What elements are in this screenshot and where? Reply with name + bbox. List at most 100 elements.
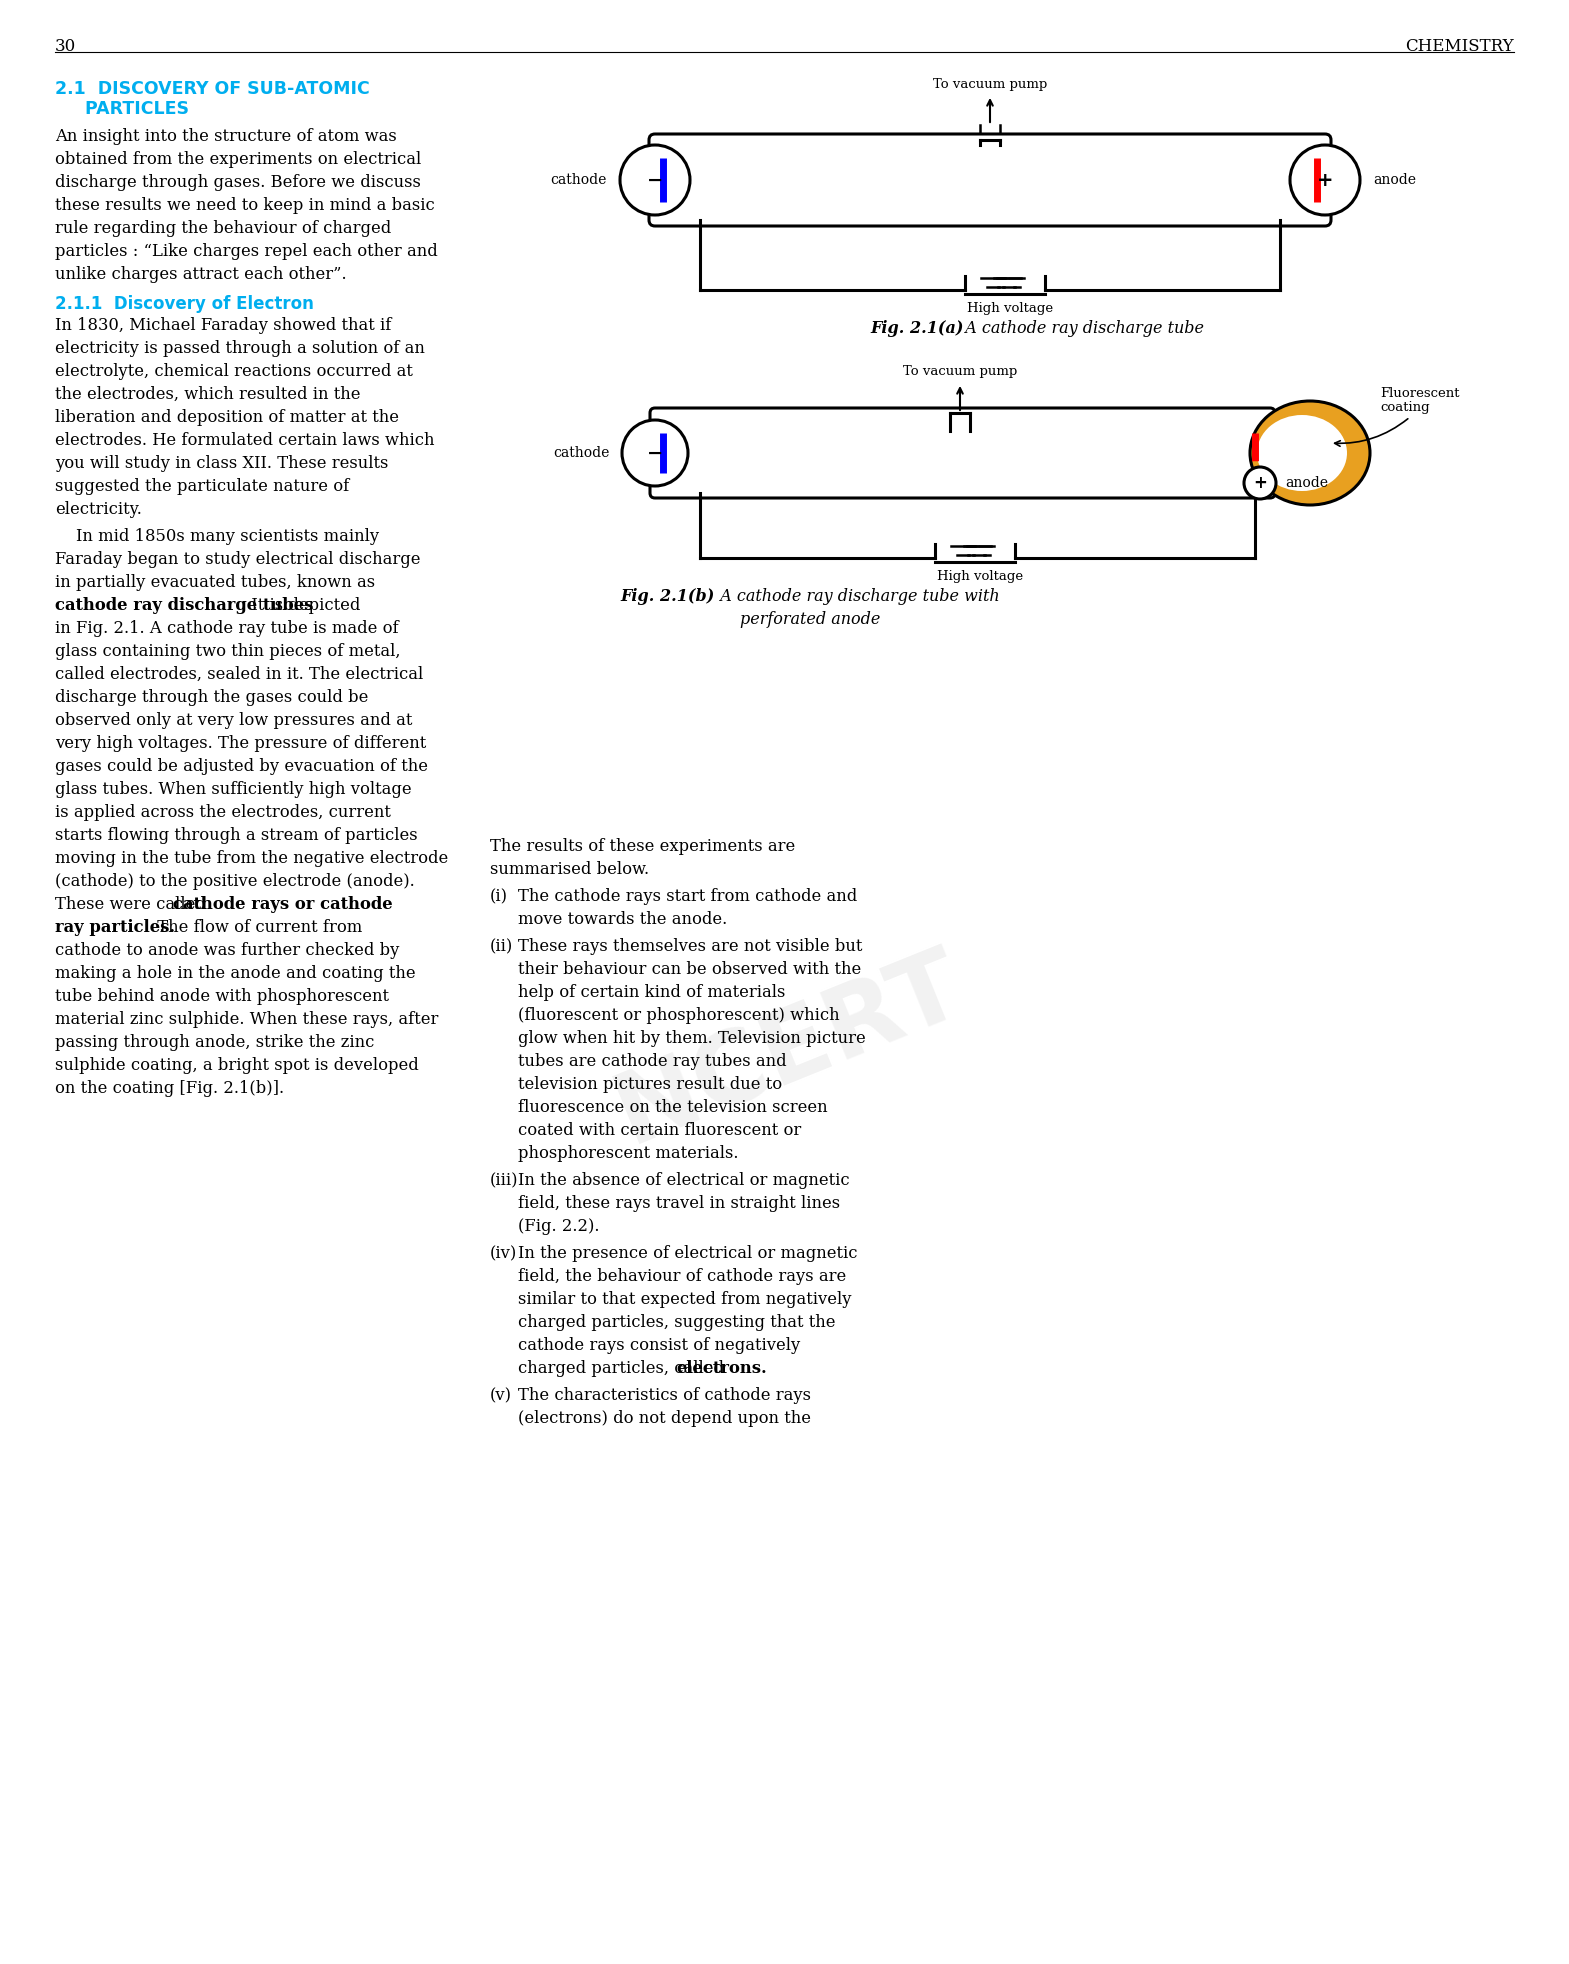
Text: tubes are cathode ray tubes and: tubes are cathode ray tubes and <box>518 1053 786 1070</box>
Text: (Fig. 2.2).: (Fig. 2.2). <box>518 1218 599 1235</box>
Text: An insight into the structure of atom was: An insight into the structure of atom wa… <box>55 128 397 145</box>
Text: field, the behaviour of cathode rays are: field, the behaviour of cathode rays are <box>518 1269 846 1284</box>
Text: move towards the anode.: move towards the anode. <box>518 911 728 929</box>
Text: . It is depicted: . It is depicted <box>242 597 361 615</box>
Text: In the absence of electrical or magnetic: In the absence of electrical or magnetic <box>518 1173 850 1188</box>
Text: glow when hit by them. Television picture: glow when hit by them. Television pictur… <box>518 1029 866 1047</box>
Text: A cathode ray discharge tube with: A cathode ray discharge tube with <box>711 587 999 605</box>
Text: (i): (i) <box>490 888 508 905</box>
Text: sulphide coating, a bright spot is developed: sulphide coating, a bright spot is devel… <box>55 1057 419 1074</box>
Text: +: + <box>1254 473 1266 493</box>
Circle shape <box>1290 145 1360 214</box>
Text: anode: anode <box>1373 173 1415 187</box>
Text: cathode: cathode <box>551 173 607 187</box>
Text: in Fig. 2.1. A cathode ray tube is made of: in Fig. 2.1. A cathode ray tube is made … <box>55 621 399 636</box>
Text: (iv): (iv) <box>490 1245 518 1263</box>
Text: starts flowing through a stream of particles: starts flowing through a stream of parti… <box>55 827 417 845</box>
Text: ray particles.: ray particles. <box>55 919 176 937</box>
Text: help of certain kind of materials: help of certain kind of materials <box>518 984 786 1002</box>
Text: anode: anode <box>1285 475 1327 489</box>
Text: on the coating [Fig. 2.1(b)].: on the coating [Fig. 2.1(b)]. <box>55 1080 284 1098</box>
FancyBboxPatch shape <box>650 134 1331 226</box>
Text: −: − <box>646 171 664 189</box>
Text: phosphorescent materials.: phosphorescent materials. <box>518 1145 739 1163</box>
Text: discharge through gases. Before we discuss: discharge through gases. Before we discu… <box>55 175 420 191</box>
Text: These were called: These were called <box>55 896 212 913</box>
Text: High voltage: High voltage <box>937 570 1023 583</box>
Text: electrolyte, chemical reactions occurred at: electrolyte, chemical reactions occurred… <box>55 363 413 379</box>
Text: High voltage: High voltage <box>967 302 1053 314</box>
Text: electricity is passed through a solution of an: electricity is passed through a solution… <box>55 340 425 357</box>
Text: (ii): (ii) <box>490 939 513 955</box>
Text: Faraday began to study electrical discharge: Faraday began to study electrical discha… <box>55 552 420 568</box>
Text: electrons.: electrons. <box>676 1359 767 1377</box>
Text: very high voltages. The pressure of different: very high voltages. The pressure of diff… <box>55 735 427 752</box>
Text: in partially evacuated tubes, known as: in partially evacuated tubes, known as <box>55 573 375 591</box>
Text: (electrons) do not depend upon the: (electrons) do not depend upon the <box>518 1410 811 1428</box>
Text: rule regarding the behaviour of charged: rule regarding the behaviour of charged <box>55 220 391 238</box>
Text: passing through anode, strike the zinc: passing through anode, strike the zinc <box>55 1033 375 1051</box>
Text: called electrodes, sealed in it. The electrical: called electrodes, sealed in it. The ele… <box>55 666 424 683</box>
Text: In mid 1850s many scientists mainly: In mid 1850s many scientists mainly <box>55 528 380 544</box>
Text: you will study in class XII. These results: you will study in class XII. These resul… <box>55 456 389 471</box>
Text: Fig. 2.1(a): Fig. 2.1(a) <box>869 320 963 338</box>
Text: The cathode rays start from cathode and: The cathode rays start from cathode and <box>518 888 857 905</box>
Text: electricity.: electricity. <box>55 501 141 518</box>
Text: making a hole in the anode and coating the: making a hole in the anode and coating t… <box>55 964 416 982</box>
Text: CHEMISTRY: CHEMISTRY <box>1406 37 1514 55</box>
Ellipse shape <box>1250 401 1370 505</box>
Text: perforated anode: perforated anode <box>741 611 880 628</box>
Text: material zinc sulphide. When these rays, after: material zinc sulphide. When these rays,… <box>55 1011 438 1027</box>
Circle shape <box>620 145 690 214</box>
Circle shape <box>621 420 687 485</box>
Text: cathode to anode was further checked by: cathode to anode was further checked by <box>55 943 400 958</box>
Text: summarised below.: summarised below. <box>490 860 650 878</box>
Text: In 1830, Michael Faraday showed that if: In 1830, Michael Faraday showed that if <box>55 316 391 334</box>
Text: charged particles, suggesting that the: charged particles, suggesting that the <box>518 1314 836 1332</box>
Text: To vacuum pump: To vacuum pump <box>934 79 1047 90</box>
Circle shape <box>1244 467 1276 499</box>
Text: electrodes. He formulated certain laws which: electrodes. He formulated certain laws w… <box>55 432 435 450</box>
Text: moving in the tube from the negative electrode: moving in the tube from the negative ele… <box>55 850 449 866</box>
Text: cathode: cathode <box>554 446 610 460</box>
Text: similar to that expected from negatively: similar to that expected from negatively <box>518 1290 852 1308</box>
Text: To vacuum pump: To vacuum pump <box>902 365 1017 377</box>
Text: +: + <box>1316 171 1334 189</box>
Text: The flow of current from: The flow of current from <box>152 919 362 937</box>
Text: gases could be adjusted by evacuation of the: gases could be adjusted by evacuation of… <box>55 758 428 776</box>
FancyBboxPatch shape <box>650 409 1276 499</box>
Text: glass tubes. When sufficiently high voltage: glass tubes. When sufficiently high volt… <box>55 782 411 797</box>
Text: PARTICLES: PARTICLES <box>55 100 188 118</box>
Text: cathode rays or cathode: cathode rays or cathode <box>173 896 392 913</box>
Text: The results of these experiments are: The results of these experiments are <box>490 839 795 854</box>
Text: cathode ray discharge tubes: cathode ray discharge tubes <box>55 597 314 615</box>
Text: charged particles, called: charged particles, called <box>518 1359 730 1377</box>
Text: coating: coating <box>1381 401 1429 414</box>
Text: is applied across the electrodes, current: is applied across the electrodes, curren… <box>55 803 391 821</box>
Text: field, these rays travel in straight lines: field, these rays travel in straight lin… <box>518 1194 839 1212</box>
Text: cathode rays consist of negatively: cathode rays consist of negatively <box>518 1337 800 1353</box>
Text: −: − <box>646 444 664 462</box>
Text: 30: 30 <box>55 37 77 55</box>
Text: (fluorescent or phosphorescent) which: (fluorescent or phosphorescent) which <box>518 1008 839 1023</box>
Text: Fluorescent: Fluorescent <box>1381 387 1459 401</box>
Text: coated with certain fluorescent or: coated with certain fluorescent or <box>518 1121 802 1139</box>
Text: glass containing two thin pieces of metal,: glass containing two thin pieces of meta… <box>55 642 400 660</box>
Text: In the presence of electrical or magnetic: In the presence of electrical or magneti… <box>518 1245 858 1263</box>
Text: (cathode) to the positive electrode (anode).: (cathode) to the positive electrode (ano… <box>55 874 414 890</box>
Text: observed only at very low pressures and at: observed only at very low pressures and … <box>55 713 413 729</box>
Text: the electrodes, which resulted in the: the electrodes, which resulted in the <box>55 387 361 403</box>
Text: television pictures result due to: television pictures result due to <box>518 1076 781 1094</box>
Text: The characteristics of cathode rays: The characteristics of cathode rays <box>518 1387 811 1404</box>
Text: obtained from the experiments on electrical: obtained from the experiments on electri… <box>55 151 420 169</box>
Text: unlike charges attract each other”.: unlike charges attract each other”. <box>55 265 347 283</box>
Text: suggested the particulate nature of: suggested the particulate nature of <box>55 477 350 495</box>
Text: particles : “Like charges repel each other and: particles : “Like charges repel each oth… <box>55 244 438 259</box>
Text: fluorescence on the television screen: fluorescence on the television screen <box>518 1100 827 1116</box>
Text: tube behind anode with phosphorescent: tube behind anode with phosphorescent <box>55 988 389 1006</box>
Text: NCERT: NCERT <box>602 937 977 1163</box>
Text: These rays themselves are not visible but: These rays themselves are not visible bu… <box>518 939 863 955</box>
Text: their behaviour can be observed with the: their behaviour can be observed with the <box>518 960 861 978</box>
Text: A cathode ray discharge tube: A cathode ray discharge tube <box>956 320 1203 338</box>
Text: 2.1  DISCOVERY OF SUB-ATOMIC: 2.1 DISCOVERY OF SUB-ATOMIC <box>55 81 370 98</box>
